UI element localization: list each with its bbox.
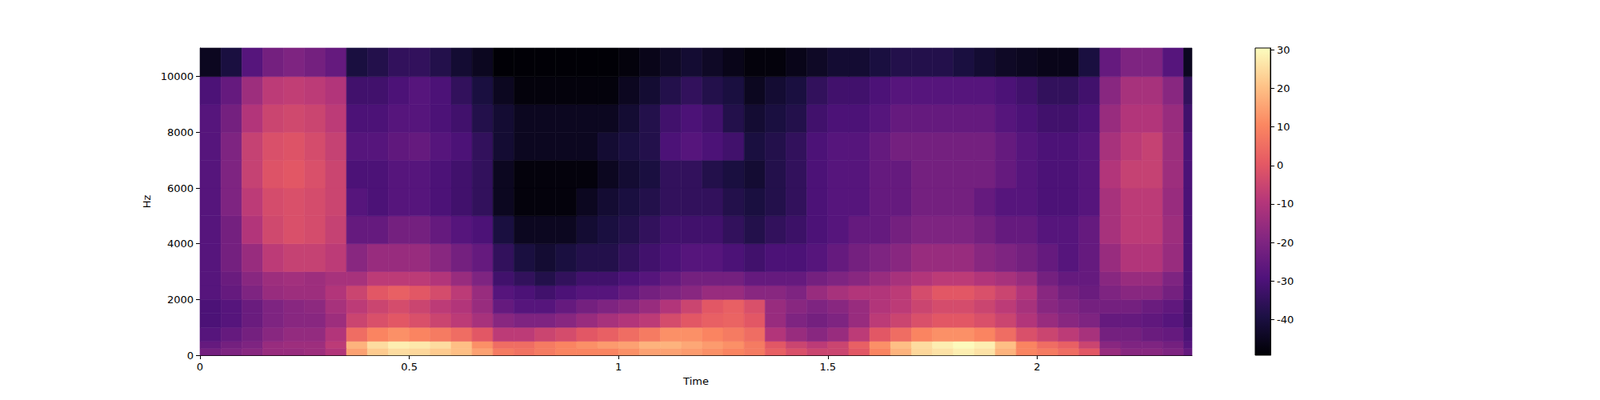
svg-text:1: 1 bbox=[615, 360, 622, 373]
svg-text:1.5: 1.5 bbox=[819, 360, 836, 373]
svg-text:-20: -20 bbox=[1276, 236, 1294, 249]
svg-text:30: 30 bbox=[1276, 44, 1291, 56]
svg-text:Time: Time bbox=[682, 375, 709, 388]
svg-text:4000: 4000 bbox=[167, 237, 194, 250]
svg-text:20: 20 bbox=[1276, 82, 1291, 95]
svg-text:10000: 10000 bbox=[160, 70, 194, 83]
svg-text:0: 0 bbox=[1276, 159, 1284, 172]
svg-text:0: 0 bbox=[196, 360, 204, 373]
svg-text:0.5: 0.5 bbox=[400, 360, 418, 373]
svg-text:0: 0 bbox=[187, 349, 194, 362]
svg-text:-30: -30 bbox=[1276, 275, 1294, 288]
svg-text:10: 10 bbox=[1276, 120, 1291, 133]
svg-text:2: 2 bbox=[1033, 360, 1040, 373]
svg-text:2000: 2000 bbox=[167, 293, 194, 306]
svg-text:8000: 8000 bbox=[167, 126, 194, 139]
svg-text:6000: 6000 bbox=[167, 182, 194, 195]
svg-text:Hz: Hz bbox=[140, 195, 153, 209]
svg-text:-40: -40 bbox=[1276, 313, 1294, 326]
svg-text:-10: -10 bbox=[1276, 197, 1294, 210]
